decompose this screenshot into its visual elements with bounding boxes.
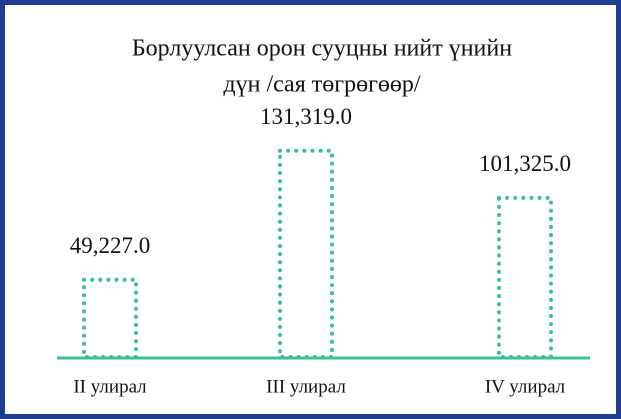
bar	[82, 277, 138, 359]
x-tick-label: III улирал	[266, 376, 346, 397]
chart-title: дүн /сая төгрөгөөр/	[223, 72, 421, 98]
value-label: 49,227.0	[70, 233, 151, 258]
x-tick-label: II улирал	[73, 376, 147, 397]
value-label: 131,319.0	[260, 104, 352, 129]
value-label: 101,325.0	[479, 151, 571, 176]
x-tick-label: IV улирал	[485, 376, 566, 397]
bar	[278, 148, 334, 359]
chart-title: Борлуулсан орон сууцны нийт үнийн	[132, 36, 512, 62]
bar	[497, 195, 553, 359]
